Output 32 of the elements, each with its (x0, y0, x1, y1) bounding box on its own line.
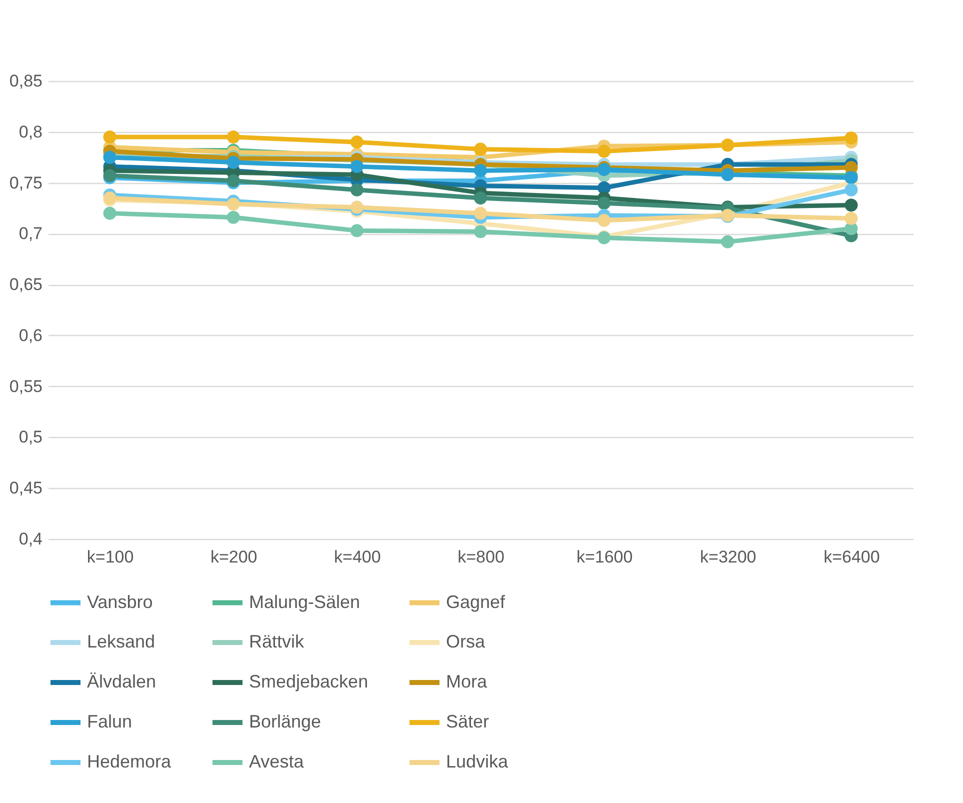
x-tick-label: k=3200 (700, 548, 756, 566)
legend-label: Hedemora (87, 752, 172, 772)
legend-label: Ludvika (446, 752, 510, 772)
y-tick-label: 0,7 (18, 224, 42, 244)
x-tick-label: k=1600 (576, 548, 633, 566)
legend-label: Rättvik (249, 632, 306, 652)
legend-label: Älvdalen (87, 672, 156, 692)
x-tick-label: k=6400 (824, 548, 880, 566)
legend-label: Mora (446, 672, 488, 692)
legend-label: Gagnef (446, 592, 506, 612)
legend-label: Smedjebacken (249, 672, 368, 692)
legend-label: Leksand (87, 632, 156, 652)
x-tick-label: k=200 (210, 548, 258, 566)
y-tick-label: 0,75 (9, 173, 42, 192)
legend-label: Malung-Sälen (249, 592, 360, 612)
y-tick-label: 0,4 (18, 530, 42, 548)
y-tick-label: 0,8 (18, 122, 42, 142)
y-tick-label: 0,65 (9, 275, 42, 294)
legend-label: Vansbro (87, 592, 153, 612)
legend-label: Orsa (446, 632, 486, 652)
x-tick-label: k=400 (334, 548, 381, 566)
y-tick-label: 0,5 (18, 428, 42, 447)
x-tick-label: k=800 (458, 548, 504, 566)
legend-label: Falun (87, 712, 132, 732)
y-tick-label: 0,6 (18, 326, 42, 345)
legend-label: Borlänge (249, 712, 322, 732)
legend-label: Avesta (249, 752, 305, 772)
x-tick-label: k=100 (86, 548, 134, 566)
y-tick-label: 0,55 (9, 376, 42, 396)
y-tick-label: 0,85 (9, 72, 42, 90)
y-tick-label: 0,45 (9, 478, 42, 498)
legend-label: Säter (446, 712, 490, 732)
